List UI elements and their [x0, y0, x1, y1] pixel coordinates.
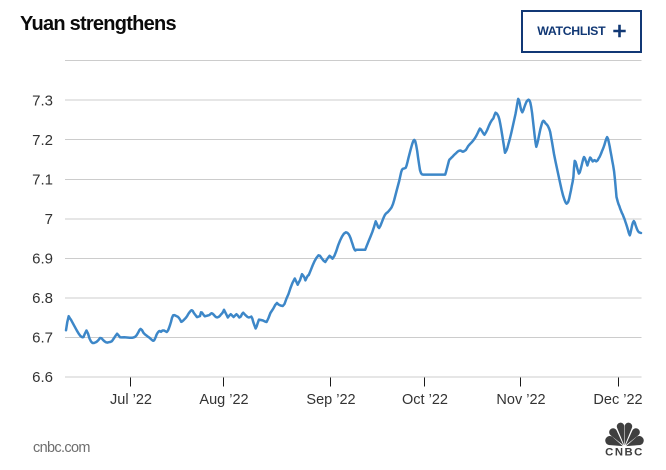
svg-text:Oct ’22: Oct ’22	[402, 392, 448, 408]
svg-text:6.8: 6.8	[32, 290, 53, 307]
svg-text:7.2: 7.2	[32, 132, 53, 149]
svg-text:7: 7	[45, 211, 53, 228]
svg-text:Nov ’22: Nov ’22	[496, 392, 545, 408]
svg-text:Jul ’22: Jul ’22	[110, 392, 152, 408]
svg-text:7.1: 7.1	[32, 172, 53, 189]
svg-text:Aug ’22: Aug ’22	[199, 392, 248, 408]
svg-text:7.3: 7.3	[32, 92, 53, 109]
svg-text:CNBC: CNBC	[605, 447, 644, 459]
svg-text:Sep ’22: Sep ’22	[306, 392, 355, 408]
svg-text:Dec ’22: Dec ’22	[593, 392, 642, 408]
svg-text:6.6: 6.6	[32, 369, 53, 386]
svg-text:6.9: 6.9	[32, 251, 53, 268]
svg-text:6.7: 6.7	[32, 330, 53, 347]
